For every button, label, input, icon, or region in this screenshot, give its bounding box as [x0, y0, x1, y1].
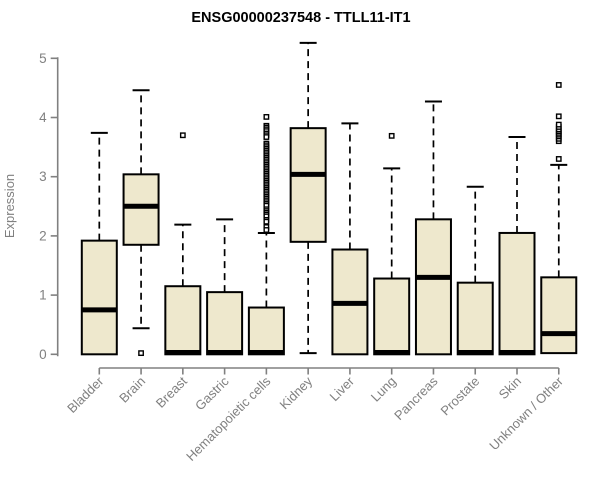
- boxplot-liver: [331, 122, 369, 356]
- boxplot-hematopoietic-cells: [247, 114, 285, 356]
- boxplot-pancreas: [414, 100, 452, 356]
- iqr-box: [498, 231, 536, 356]
- outlier-point: [263, 218, 270, 225]
- outlier-point: [555, 113, 562, 120]
- y-tick-label: 4: [39, 110, 47, 125]
- x-tick-label-brain: Brain: [116, 374, 148, 406]
- boxplot-skin: [498, 136, 536, 356]
- outlier-point: [555, 156, 562, 162]
- x-tick-label-unknown-other: Unknown / Other: [486, 373, 566, 453]
- y-tick-label: 1: [39, 288, 47, 303]
- iqr-box: [414, 218, 452, 356]
- outlier-point: [555, 121, 562, 128]
- y-tick-label: 3: [39, 169, 47, 184]
- iqr-box: [289, 127, 327, 243]
- chart-title: ENSG00000237548 - TTLL11-IT1: [191, 10, 410, 26]
- iqr-box: [80, 239, 118, 356]
- iqr-box: [540, 276, 578, 355]
- iqr-box: [206, 291, 244, 356]
- y-axis: 0 1 2 3 4 5: [39, 51, 59, 362]
- x-tick-label-lung: Lung: [368, 374, 399, 405]
- outlier-point: [388, 132, 395, 139]
- y-axis-label: Expression: [2, 174, 17, 238]
- outlier-point: [138, 350, 144, 357]
- outlier-point: [263, 134, 270, 140]
- box-series: [80, 41, 578, 357]
- y-tick-label: 0: [39, 347, 47, 362]
- y-tick-label: 2: [39, 228, 47, 243]
- boxplot-unknown-other: [540, 82, 578, 355]
- iqr-box: [122, 173, 160, 246]
- iqr-box: [164, 285, 202, 356]
- iqr-box: [373, 277, 411, 356]
- outlier-point: [263, 227, 270, 233]
- boxplot-brain: [122, 89, 160, 357]
- x-tick-label-pancreas: Pancreas: [391, 373, 441, 423]
- x-tick-label-breast: Breast: [153, 373, 190, 410]
- y-tick-label: 5: [39, 51, 47, 66]
- outlier-point: [179, 132, 186, 139]
- boxplot-breast: [164, 132, 202, 356]
- outlier-point: [555, 82, 562, 88]
- boxplot-gastric: [206, 218, 244, 356]
- x-tick-label-skin: Skin: [496, 374, 524, 402]
- x-tick-label-liver: Liver: [327, 373, 358, 404]
- x-tick-label-prostate: Prostate: [438, 374, 483, 419]
- outlier-point: [263, 114, 270, 120]
- boxplot-prostate: [456, 185, 494, 356]
- x-tick-label-kidney: Kidney: [277, 373, 316, 412]
- iqr-box: [456, 281, 494, 356]
- boxplot-bladder: [80, 131, 118, 356]
- x-tick-label-bladder: Bladder: [64, 373, 107, 416]
- x-tick-label-gastric: Gastric: [192, 373, 232, 413]
- boxplot-kidney: [289, 41, 327, 355]
- iqr-box: [247, 306, 285, 356]
- boxplot-lung: [373, 132, 411, 356]
